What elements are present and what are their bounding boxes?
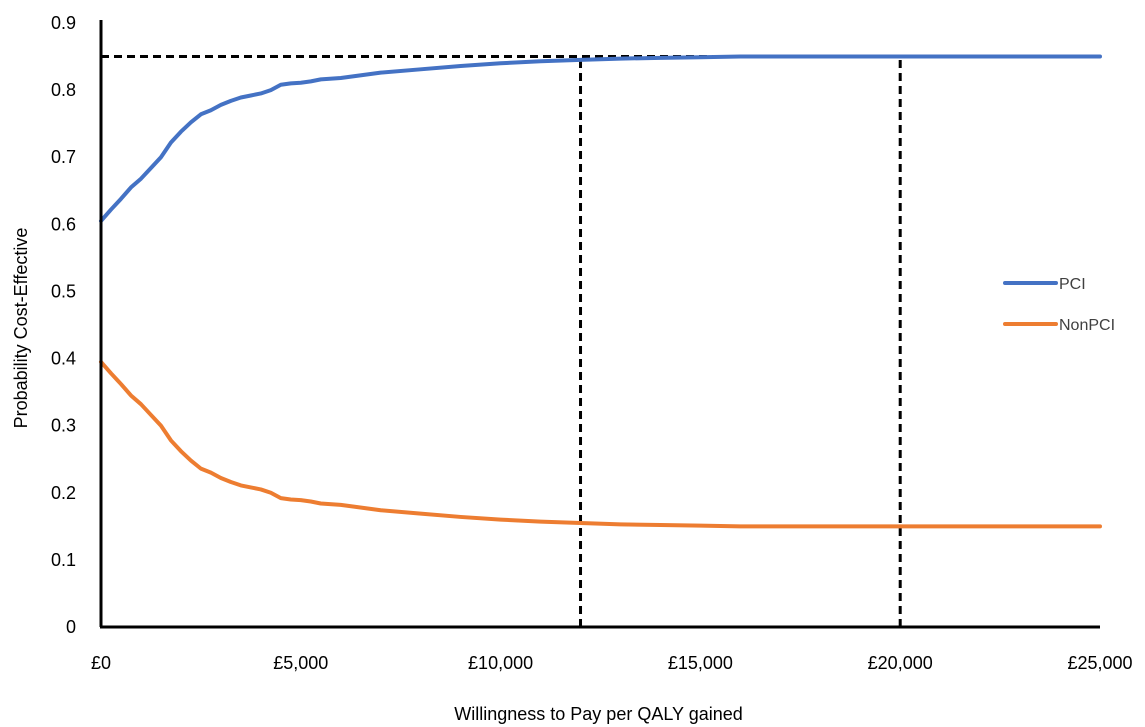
x-tick-label: £15,000 bbox=[668, 653, 733, 673]
x-tick-label: £10,000 bbox=[468, 653, 533, 673]
y-tick-label: 0.5 bbox=[51, 281, 76, 301]
y-tick-label: 0.6 bbox=[51, 214, 76, 234]
series-lines bbox=[99, 54, 1102, 529]
y-tick-labels: 0 0.1 0.2 0.3 0.4 0.5 0.6 0.7 0.8 0.9 bbox=[51, 13, 76, 637]
axes bbox=[99, 20, 1100, 629]
x-tick-label: £0 bbox=[91, 653, 111, 673]
x-axis-title: Willingness to Pay per QALY gained bbox=[454, 704, 743, 724]
series-line-nonpci bbox=[99, 359, 1102, 529]
y-tick-label: 0.2 bbox=[51, 483, 76, 503]
y-tick-label: 0.8 bbox=[51, 80, 76, 100]
x-tick-label: £25,000 bbox=[1067, 653, 1132, 673]
y-tick-label: 0.7 bbox=[51, 147, 76, 167]
y-tick-label: 0.1 bbox=[51, 550, 76, 570]
x-tick-label: £20,000 bbox=[868, 653, 933, 673]
reference-lines bbox=[101, 55, 902, 627]
y-tick-label: 0.3 bbox=[51, 416, 76, 436]
legend: PCI NonPCI bbox=[1003, 276, 1115, 334]
y-tick-label: 0.4 bbox=[51, 349, 76, 369]
series-line-pci bbox=[99, 54, 1102, 223]
x-tick-labels: £0 £5,000 £10,000 £15,000 £20,000 £25,000 bbox=[91, 653, 1133, 673]
x-tick-label: £5,000 bbox=[273, 653, 328, 673]
y-tick-label: 0.9 bbox=[51, 13, 76, 33]
y-tick-label: 0 bbox=[66, 617, 76, 637]
y-axis-title: Probability Cost-Effective bbox=[11, 228, 31, 429]
legend-label-pci: PCI bbox=[1059, 276, 1086, 293]
legend-label-nonpci: NonPCI bbox=[1059, 317, 1115, 334]
